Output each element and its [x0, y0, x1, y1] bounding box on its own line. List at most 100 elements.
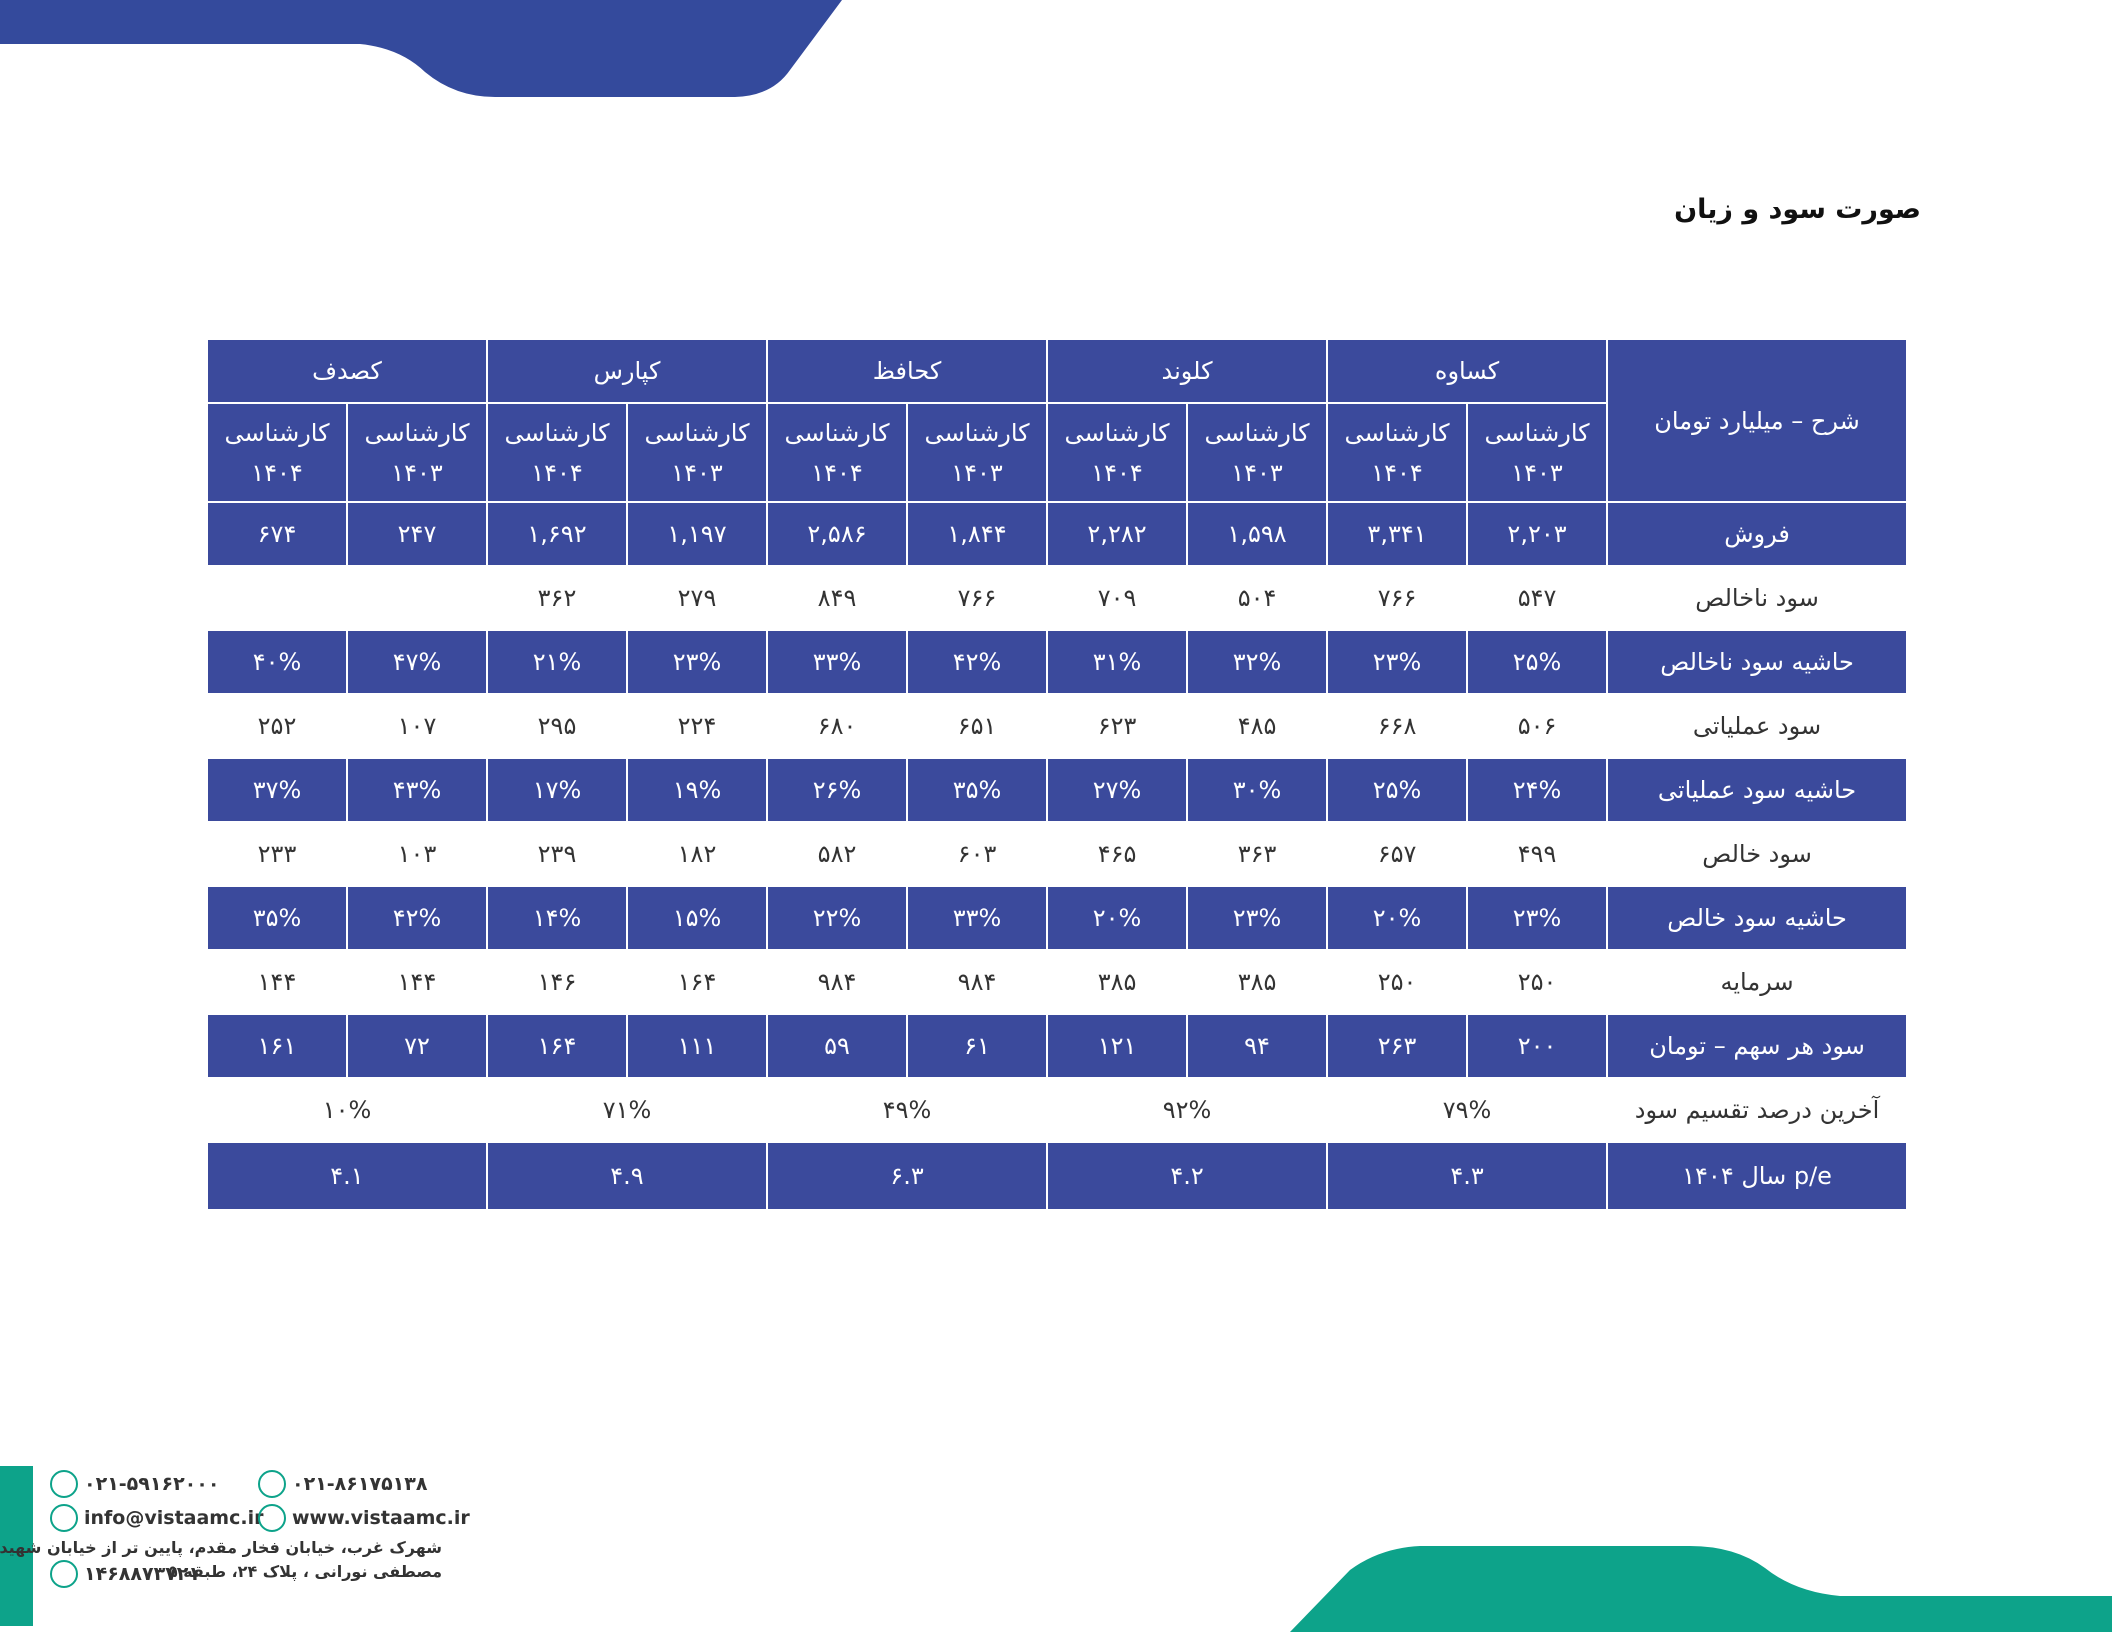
table-cell: ۱۷% [486, 757, 628, 823]
subheader-label: کارشناسی [1344, 418, 1450, 447]
table-cell: ۴.۹ [486, 1141, 768, 1211]
table-cell: ۷۲ [346, 1013, 488, 1079]
website-link[interactable]: www.vistaamc.ir [292, 1507, 470, 1529]
table-cell: ۲۶% [765, 757, 909, 823]
row-label: سود ناخالص [1607, 566, 1908, 630]
table-cell: ۶۰۳ [907, 822, 1048, 886]
table-cell: ۱,۵۹۸ [1186, 501, 1329, 567]
table-cell: ۶۵۷ [1327, 822, 1468, 886]
table-cell: ۴۸۵ [1187, 694, 1328, 758]
table-cell: ۲۳۳ [207, 822, 347, 886]
table-cell: ۱,۶۹۲ [486, 501, 628, 567]
phone-1: ۰۲۱-۸۶۱۷۵۱۳۸ [292, 1473, 428, 1495]
table-cell: ۱۵% [626, 885, 768, 951]
table-cell: ۵۰۴ [1187, 566, 1328, 630]
table-cell: ۱۴۶ [487, 950, 627, 1014]
table-cell: ۲۰% [1326, 885, 1469, 951]
table-cell: ۲۴۷ [346, 501, 488, 567]
table-cell: ۱۰% [207, 1078, 487, 1142]
row-label: سود عملیاتی [1607, 694, 1908, 758]
subheader-label: کارشناسی [224, 418, 330, 447]
footer-decor-shape [1290, 1546, 2112, 1632]
table-cell: ۲۵% [1326, 757, 1469, 823]
phone-icon [258, 1470, 286, 1498]
table-cell: ۲۳۹ [487, 822, 627, 886]
row-label: فروش [1606, 501, 1909, 567]
table-cell: ۱۲۱ [1046, 1013, 1189, 1079]
company-header: کصدف [206, 338, 488, 404]
subheader-cell: کارشناسی ۱۴۰۳ [346, 402, 488, 503]
table-cell: ۶۸۰ [767, 694, 908, 758]
table-cell: ۱,۱۹۷ [626, 501, 768, 567]
page-title: صورت سود و زیان [1674, 194, 1921, 225]
table-cell: ۲۳% [1466, 885, 1609, 951]
table-cell: ۴.۲ [1046, 1141, 1329, 1211]
table-cell: ۱۹% [626, 757, 768, 823]
table-cell: ۲۵۰ [1467, 950, 1608, 1014]
table-cell: ۲۴% [1466, 757, 1609, 823]
table-cell: ۱۰۷ [347, 694, 487, 758]
phone-1-row: ۰۲۱-۸۶۱۷۵۱۳۸ [258, 1470, 427, 1498]
subheader-row: کارشناسی ۱۴۰۳ کارشناسی ۱۴۰۴ کارشناسی ۱۴۰۳ کارش… [206, 402, 1907, 503]
table-row: حاشیه سود خالص ۲۳% ۲۰% ۲۳% ۲۰% ۳۳% ۲۲% ۱۵% ۱۴% ۴۲… [206, 885, 1909, 951]
table-row: سود عملیاتی ۵۰۶ ۶۶۸ ۴۸۵ ۶۲۳ ۶۵۱ ۶۸۰ ۲۲۴ ۲۹۵ ۱۰۷ ۲۵… [207, 694, 1908, 758]
table-cell: ۴۲% [906, 629, 1049, 695]
table-cell: ۲۰۰ [1466, 1013, 1609, 1079]
table-row: حاشیه سود عملیاتی ۲۴% ۲۵% ۳۰% ۲۷% ۳۵% ۲۶% ۱۹% ۱۷… [206, 757, 1909, 823]
postal-row: ۱۴۶۸۸۷۳۷۲۱ [50, 1560, 200, 1588]
table-cell: ۳۶۲ [487, 566, 627, 630]
table-cell: ۹۸۴ [767, 950, 908, 1014]
email-row: info@vistaamc.ir [50, 1504, 263, 1532]
table-cell: ۷۱% [487, 1078, 767, 1142]
header-decor-shape [0, 0, 842, 97]
table-row: سود هر سهم – تومان ۲۰۰ ۲۶۳ ۹۴ ۱۲۱ ۶۱ ۵۹ ۱۱۱ ۱۶۴ ۷… [206, 1013, 1909, 1079]
subheader-cell: کارشناسی ۱۴۰۴ [486, 402, 628, 503]
subheader-year: ۱۴۰۴ [531, 458, 583, 487]
table-cell: ۱۶۱ [206, 1013, 348, 1079]
subheader-label: کارشناسی [1484, 418, 1590, 447]
company-header: کلوند [1046, 338, 1329, 404]
table-cell: ۳۶۳ [1187, 822, 1328, 886]
subheader-year: ۱۴۰۴ [1091, 458, 1143, 487]
table-cell: ۴۹% [767, 1078, 1048, 1142]
table-cell [347, 566, 487, 630]
table-cell: ۶۶۸ [1327, 694, 1468, 758]
row-label: حاشیه سود خالص [1606, 885, 1909, 951]
company-header: کحافظ [765, 338, 1049, 404]
subheader-label: کارشناسی [784, 418, 890, 447]
table-body: فروش ۲,۲۰۳ ۳,۳۴۱ ۱,۵۹۸ ۲,۲۸۲ ۱,۸۴۴ ۲,۵۸۶ ۱,۱۹۷ ۱… [206, 501, 1909, 1211]
table-cell: ۵۸۲ [767, 822, 908, 886]
contact-block: ۰۲۱-۵۹۱۶۲۰۰۰ ۰۲۱-۸۶۱۷۵۱۳۸ info@vistaamc.… [0, 1466, 470, 1596]
globe-icon [258, 1504, 286, 1532]
email-link[interactable]: info@vistaamc.ir [84, 1507, 264, 1529]
table-cell: ۶۵۱ [907, 694, 1048, 758]
table-cell: ۲۳% [626, 629, 768, 695]
subheader-cell: کارشناسی ۱۴۰۴ [1046, 402, 1189, 503]
subheader-year: ۱۴۰۳ [1231, 458, 1283, 487]
company-header: کساوه [1326, 338, 1609, 404]
table-cell: ۲۰% [1046, 885, 1189, 951]
table-cell: ۱۴۴ [347, 950, 487, 1014]
subheader-year: ۱۴۰۳ [1511, 458, 1563, 487]
payout-row: آخرین درصد تقسیم سود ۷۹% ۹۲% ۴۹% ۷۱% ۱۰% [207, 1078, 1908, 1142]
table-cell: ۲,۲۰۳ [1466, 501, 1609, 567]
left-green-strip [0, 1466, 33, 1626]
row-label: سود هر سهم – تومان [1606, 1013, 1909, 1079]
row-label: p/e سال ۱۴۰۴ [1606, 1141, 1909, 1211]
table-cell: ۲۲% [765, 885, 909, 951]
subheader-cell: کارشناسی ۱۴۰۳ [1466, 402, 1609, 503]
website-row: www.vistaamc.ir [258, 1504, 470, 1532]
table-cell: ۳۵% [906, 757, 1049, 823]
table-cell: ۳۵% [206, 885, 348, 951]
address-line-1: شهرک غرب، خیابان فخار مقدم، پایین تر از … [0, 1538, 442, 1557]
subheader-label: کارشناسی [504, 418, 610, 447]
phone-icon [50, 1470, 78, 1498]
table-cell: ۷۰۹ [1047, 566, 1188, 630]
table-cell: ۶۲۳ [1047, 694, 1188, 758]
subheader-year: ۱۴۰۴ [1371, 458, 1423, 487]
row-label: سود خالص [1607, 822, 1908, 886]
table-cell: ۱۰۳ [347, 822, 487, 886]
table-cell: ۲۵۰ [1327, 950, 1468, 1014]
table-cell: ۶۱ [906, 1013, 1049, 1079]
subheader-cell: کارشناسی ۱۴۰۴ [1326, 402, 1469, 503]
